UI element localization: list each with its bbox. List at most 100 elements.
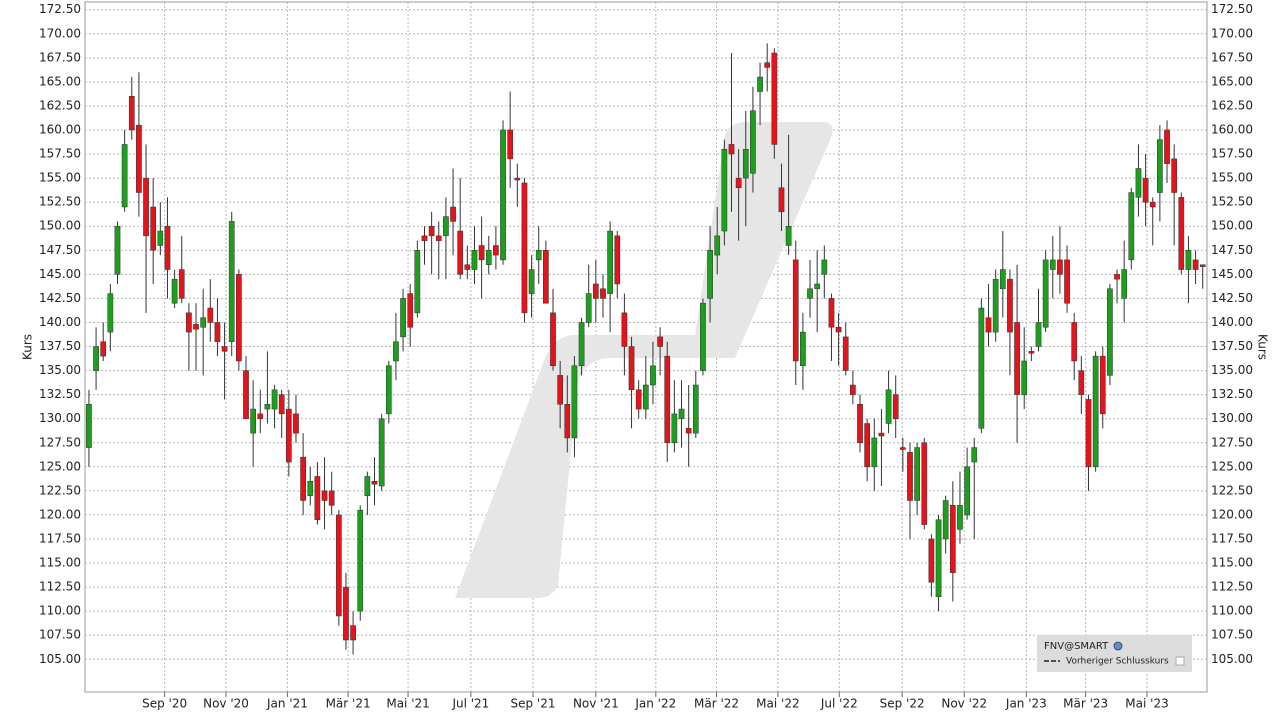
- candle-body: [1121, 269, 1128, 299]
- candle-body: [307, 480, 314, 496]
- candle-body: [828, 298, 835, 328]
- x-tick-label: Jul '22: [820, 697, 858, 711]
- candle-body: [86, 404, 92, 448]
- candle-body: [335, 514, 342, 617]
- candle-body: [1007, 278, 1013, 333]
- candle-body: [735, 177, 742, 188]
- candle-body: [957, 505, 963, 530]
- candle-body: [450, 206, 456, 222]
- x-tick-label: Jan '21: [266, 697, 308, 711]
- y-tick-label: 105.00: [39, 652, 81, 666]
- candle-body: [186, 312, 192, 333]
- candle-body: [650, 365, 656, 386]
- grid: [85, 2, 1207, 692]
- candle-body: [714, 235, 721, 256]
- candle-body: [1085, 399, 1092, 468]
- candle-body: [514, 177, 521, 181]
- y-tick-label: 125.00: [39, 459, 81, 473]
- y-tick-label: 120.00: [39, 507, 81, 521]
- candle-body: [700, 302, 706, 371]
- candle-body: [164, 225, 171, 270]
- candle-body: [485, 250, 492, 265]
- candle-body: [1185, 250, 1192, 270]
- x-tick-label: Jan '23: [1005, 697, 1047, 711]
- x-tick-label: Mai '22: [756, 697, 799, 711]
- candle-body: [800, 331, 806, 367]
- y-tick-label: 140.00: [39, 315, 81, 329]
- candle-body: [293, 413, 299, 434]
- y2-tick-label: 127.50: [1211, 435, 1253, 449]
- candle-body: [493, 245, 499, 256]
- candle-body: [692, 384, 699, 434]
- candle-body: [1149, 201, 1156, 208]
- candle-body: [1014, 322, 1020, 395]
- candle-body: [464, 264, 471, 270]
- candle-body: [378, 418, 385, 487]
- candle-body: [607, 230, 613, 294]
- candle-body: [257, 413, 264, 419]
- candle-body: [193, 324, 199, 330]
- y-axis-title: Kurs: [21, 334, 35, 360]
- y-tick-label: 122.50: [39, 483, 81, 497]
- candle-body: [1142, 177, 1149, 203]
- candle-body: [171, 278, 178, 304]
- candle-body: [1192, 259, 1199, 270]
- candle-body: [435, 235, 442, 241]
- y-tick-label: 107.50: [39, 628, 81, 642]
- candle-body: [964, 466, 970, 516]
- legend: FNV@SMART Vorheriger Schlusskurs: [1037, 635, 1192, 672]
- candle-body: [200, 317, 207, 328]
- candle-body: [1107, 288, 1113, 376]
- candle-body: [642, 384, 649, 410]
- candle-body: [885, 389, 892, 424]
- candle-body: [143, 177, 149, 237]
- candle-body: [999, 269, 1006, 290]
- candle-body: [507, 129, 514, 160]
- candle-body: [842, 336, 849, 371]
- x-tick-label: Nov '21: [573, 697, 619, 711]
- legend-checkbox[interactable]: [1175, 656, 1185, 666]
- candle-body: [1078, 370, 1085, 395]
- candle-body: [921, 442, 928, 525]
- candle-body: [1135, 168, 1142, 198]
- y2-tick-label: 142.50: [1211, 291, 1253, 305]
- candle-body: [571, 365, 578, 439]
- candle-body: [228, 221, 235, 342]
- candle-body: [250, 408, 256, 434]
- candle-body: [271, 389, 278, 410]
- y2-tick-label: 112.50: [1211, 580, 1253, 594]
- candle-body: [385, 365, 392, 415]
- y2-tick-label: 167.50: [1211, 50, 1253, 64]
- candle-body: [707, 250, 713, 299]
- y-tick-label: 157.50: [39, 147, 81, 161]
- candle-body: [236, 274, 242, 362]
- candle-body: [778, 187, 785, 213]
- candle-body: [792, 259, 799, 362]
- candle-body: [899, 447, 906, 450]
- candle-body: [400, 298, 406, 338]
- candle-body: [114, 225, 121, 275]
- candle-body: [157, 230, 164, 246]
- y-tick-label: 160.00: [39, 122, 81, 136]
- x-tick-label: Jan '22: [634, 697, 676, 711]
- candle-body: [664, 355, 671, 444]
- x-tick-label: Mär '23: [1063, 697, 1108, 711]
- candle-body: [407, 293, 414, 328]
- candle-body: [742, 148, 749, 179]
- y2-tick-label: 110.00: [1211, 604, 1253, 618]
- y-tick-label: 130.00: [39, 411, 81, 425]
- y-tick-label: 132.50: [39, 387, 81, 401]
- candle-body: [428, 225, 435, 237]
- y2-tick-label: 145.00: [1211, 267, 1253, 281]
- candle-body: [321, 490, 328, 501]
- candle-body: [500, 129, 506, 261]
- candle-body: [657, 336, 663, 347]
- candle-body: [821, 259, 828, 275]
- candle-body: [971, 447, 978, 463]
- candle-body: [1099, 355, 1106, 415]
- y-tick-label: 142.50: [39, 291, 81, 305]
- y2-tick-label: 125.00: [1211, 459, 1253, 473]
- y-tick-label: 117.50: [39, 531, 81, 545]
- candle-body: [592, 283, 599, 299]
- candle-body: [835, 327, 842, 333]
